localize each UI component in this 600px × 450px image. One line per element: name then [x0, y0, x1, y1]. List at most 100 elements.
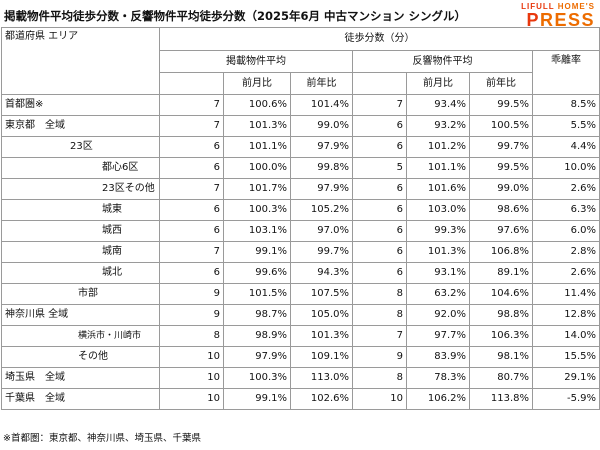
listed-value: 8: [159, 325, 224, 347]
listed-value: 10: [159, 388, 224, 410]
response-mom: 106.2%: [406, 388, 470, 410]
response-yoy: 99.7%: [469, 136, 533, 158]
listed-yoy: 101.3%: [290, 325, 353, 347]
response-yoy-header: 前年比: [469, 72, 533, 95]
listed-mom: 101.5%: [223, 283, 291, 305]
response-mom: 78.3%: [406, 367, 470, 389]
divergence-rate: 6.3%: [532, 199, 600, 221]
response-mom: 93.1%: [406, 262, 470, 284]
row-region: 城西: [1, 220, 160, 242]
divergence-rate: 2.8%: [532, 241, 600, 263]
response-yoy: 98.1%: [469, 346, 533, 368]
response-mom: 63.2%: [406, 283, 470, 305]
listed-yoy-header: 前年比: [290, 72, 353, 95]
divergence-rate: 6.0%: [532, 220, 600, 242]
listed-value: 7: [159, 115, 224, 137]
response-mom: 83.9%: [406, 346, 470, 368]
row-region: 23区: [1, 136, 160, 158]
table-row: 市部 9 101.5% 107.5% 8 63.2% 104.6% 11.4%: [1, 283, 600, 305]
divergence-rate: 29.1%: [532, 367, 600, 389]
divergence-rate: 15.5%: [532, 346, 600, 368]
listed-yoy: 102.6%: [290, 388, 353, 410]
listed-value: 10: [159, 367, 224, 389]
table-row: 城東 6 100.3% 105.2% 6 103.0% 98.6% 6.3%: [1, 199, 600, 221]
page-title: 掲載物件平均徒歩分数・反響物件平均徒歩分数（2025年6月 中古マンション シン…: [4, 9, 467, 23]
table-row: 城北 6 99.6% 94.3% 6 93.1% 89.1% 2.6%: [1, 262, 600, 284]
row-region: 都心6区: [1, 157, 160, 179]
response-yoy: 113.8%: [469, 388, 533, 410]
table-row: 城南 7 99.1% 99.7% 6 101.3% 106.8% 2.8%: [1, 241, 600, 263]
listed-value: 6: [159, 220, 224, 242]
listed-value: 6: [159, 199, 224, 221]
response-mom: 97.7%: [406, 325, 470, 347]
table-row: 首都圏※ 7 100.6% 101.4% 7 93.4% 99.5% 8.5%: [1, 94, 600, 116]
response-mom: 99.3%: [406, 220, 470, 242]
table-row: 横浜市・川崎市 8 98.9% 101.3% 7 97.7% 106.3% 14…: [1, 325, 600, 347]
listed-mom: 99.1%: [223, 241, 291, 263]
row-region: 城北: [1, 262, 160, 284]
response-mom: 101.6%: [406, 178, 470, 200]
response-yoy: 99.5%: [469, 94, 533, 116]
listed-value: 7: [159, 94, 224, 116]
logo-top-accent: LIFULL: [521, 2, 555, 11]
table-row: 千葉県 全域 10 99.1% 102.6% 10 106.2% 113.8% …: [1, 388, 600, 410]
listed-mom-header: 前月比: [223, 72, 291, 95]
listed-value: 9: [159, 304, 224, 326]
listed-yoy: 99.0%: [290, 115, 353, 137]
listed-yoy: 107.5%: [290, 283, 353, 305]
divergence-rate: -5.9%: [532, 388, 600, 410]
response-mom: 93.2%: [406, 115, 470, 137]
walking-minutes-group-header: 徒歩分数（分）: [159, 27, 600, 51]
table-row: 東京都 全域 7 101.3% 99.0% 6 93.2% 100.5% 5.5…: [1, 115, 600, 137]
listed-mom: 100.0%: [223, 157, 291, 179]
row-region: 埼玉県 全域: [1, 367, 160, 389]
response-value: 10: [352, 388, 407, 410]
divergence-rate: 14.0%: [532, 325, 600, 347]
listed-mom: 103.1%: [223, 220, 291, 242]
row-region: 城南: [1, 241, 160, 263]
row-region: 首都圏※: [1, 94, 160, 116]
listed-value: 6: [159, 136, 224, 158]
walking-minutes-table: 都道府県 エリア 徒歩分数（分） 掲載物件平均 反響物件平均 乖離率 前月比 前…: [1, 27, 600, 410]
listed-value-header-blank: [159, 72, 224, 95]
listed-mom: 97.9%: [223, 346, 291, 368]
listed-yoy: 105.0%: [290, 304, 353, 326]
logo-top-line: LIFULL HOME'S: [521, 2, 595, 11]
response-value: 6: [352, 199, 407, 221]
response-mom: 93.4%: [406, 94, 470, 116]
response-yoy: 106.8%: [469, 241, 533, 263]
response-yoy: 98.8%: [469, 304, 533, 326]
listed-mom: 98.7%: [223, 304, 291, 326]
header-row-1: 都道府県 エリア 徒歩分数（分）: [1, 27, 600, 95]
logo-top-main: HOME'S: [554, 2, 595, 11]
table-row: 神奈川県 全域 9 98.7% 105.0% 8 92.0% 98.8% 12.…: [1, 304, 600, 326]
listed-mom: 101.3%: [223, 115, 291, 137]
logo-bottom-main: RESS: [539, 10, 595, 30]
response-value: 8: [352, 367, 407, 389]
listed-value: 6: [159, 262, 224, 284]
listed-mom: 99.6%: [223, 262, 291, 284]
response-value: 6: [352, 262, 407, 284]
table-row: 23区その他 7 101.7% 97.9% 6 101.6% 99.0% 2.6…: [1, 178, 600, 200]
header-row-2: 掲載物件平均 反響物件平均 乖離率: [2, 50, 600, 95]
response-mom: 101.2%: [406, 136, 470, 158]
response-yoy: 99.5%: [469, 157, 533, 179]
listed-value: 7: [159, 178, 224, 200]
divergence-rate: 12.8%: [532, 304, 600, 326]
response-value-header-blank: [352, 72, 407, 95]
listed-value: 6: [159, 157, 224, 179]
listed-yoy: 101.4%: [290, 94, 353, 116]
listed-mom: 101.7%: [223, 178, 291, 200]
response-mom: 101.1%: [406, 157, 470, 179]
row-region: 神奈川県 全域: [1, 304, 160, 326]
response-value: 6: [352, 136, 407, 158]
divergence-rate: 2.6%: [532, 178, 600, 200]
lifull-homes-press-logo: LIFULL HOME'S PRESS: [521, 2, 595, 29]
response-yoy: 106.3%: [469, 325, 533, 347]
divergence-rate: 10.0%: [532, 157, 600, 179]
response-yoy: 99.0%: [469, 178, 533, 200]
table-row: その他 10 97.9% 109.1% 9 83.9% 98.1% 15.5%: [1, 346, 600, 368]
divergence-header: 乖離率: [532, 50, 600, 95]
footnote: ※首都圏：東京都、神奈川県、埼玉県、千葉県: [3, 433, 201, 444]
header-row-3: 前月比 前年比 前月比 前年比: [2, 72, 600, 95]
